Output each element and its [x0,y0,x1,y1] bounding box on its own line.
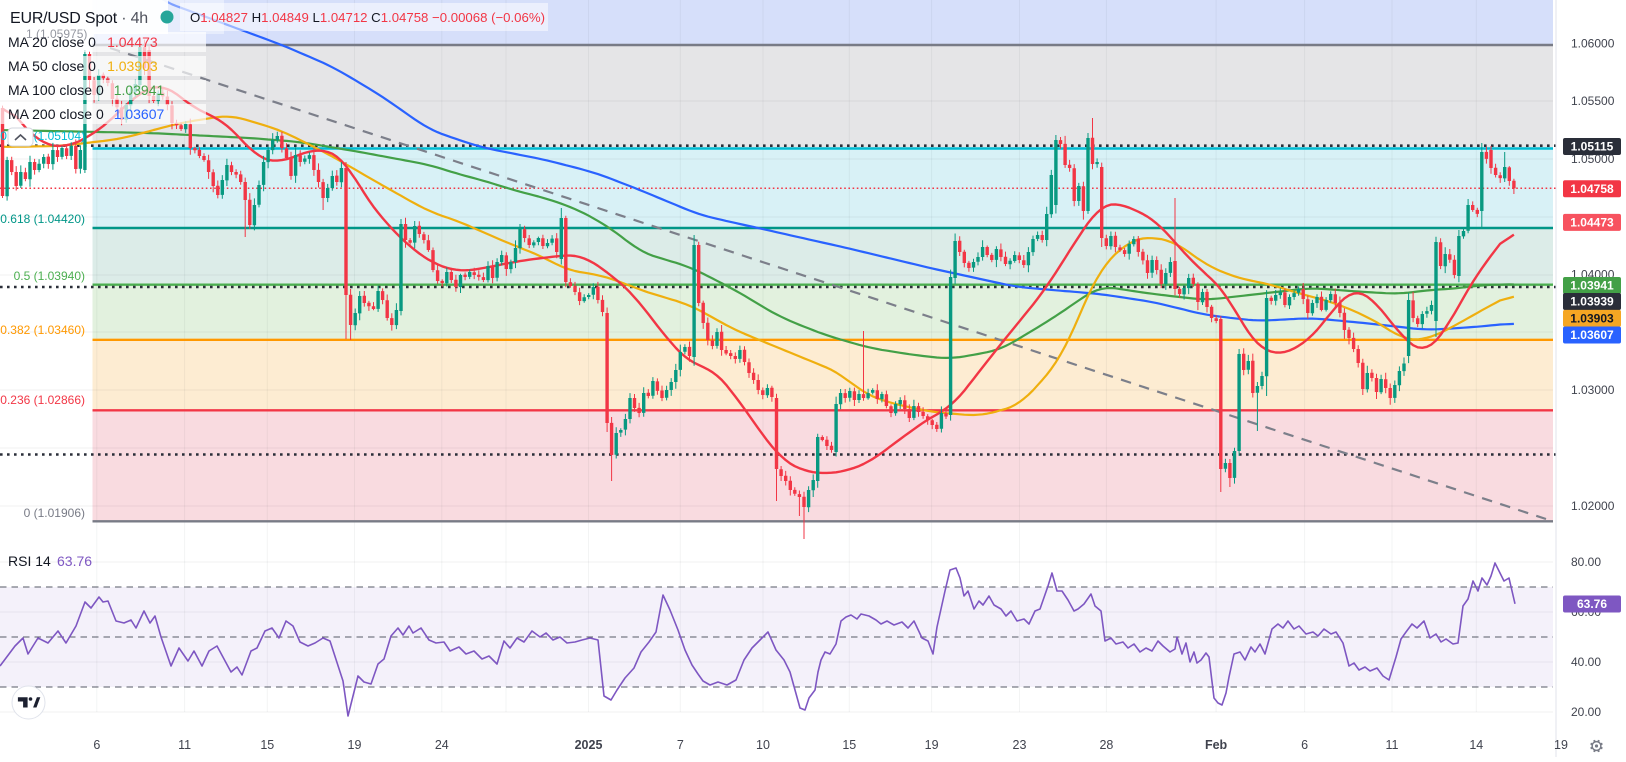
svg-text:0.236 (1.02866): 0.236 (1.02866) [0,393,85,407]
svg-text:0.618 (1.04420): 0.618 (1.04420) [0,212,85,226]
svg-text:1.03607: 1.03607 [1570,328,1614,342]
svg-text:1.04473: 1.04473 [1570,216,1614,230]
svg-text:24: 24 [435,738,449,752]
svg-text:1.03903: 1.03903 [107,58,158,74]
svg-text:1.03903: 1.03903 [1570,312,1614,326]
svg-text:80.00: 80.00 [1571,555,1601,569]
svg-text:15: 15 [260,738,274,752]
svg-text:1.05000: 1.05000 [1571,152,1615,166]
svg-text:1.03939: 1.03939 [1570,295,1614,309]
svg-text:1.04473: 1.04473 [107,34,158,50]
svg-text:1.06000: 1.06000 [1571,37,1615,51]
svg-text:6: 6 [1301,738,1308,752]
svg-text:1.03941: 1.03941 [1570,279,1614,293]
svg-text:1.04758: 1.04758 [1570,182,1614,196]
svg-text:0.382 (1.03460): 0.382 (1.03460) [0,323,85,337]
svg-text:0.5 (1.03940): 0.5 (1.03940) [14,269,85,283]
svg-text:1.05500: 1.05500 [1571,94,1615,108]
svg-text:19: 19 [348,738,362,752]
svg-text:63.76: 63.76 [57,553,92,569]
svg-text:1.03000: 1.03000 [1571,383,1615,397]
svg-text:11: 11 [178,738,191,752]
svg-text:11: 11 [1386,738,1399,752]
svg-text:6: 6 [93,738,100,752]
svg-text:7: 7 [677,738,684,752]
svg-text:1.02000: 1.02000 [1571,499,1615,513]
svg-text:14: 14 [1469,738,1483,752]
svg-text:MA 200 close 0: MA 200 close 0 [8,106,104,122]
svg-text:RSI 14: RSI 14 [8,553,51,569]
svg-text:MA 20 close 0: MA 20 close 0 [8,34,96,50]
svg-text:Feb: Feb [1205,738,1228,752]
svg-text:2025: 2025 [575,738,603,752]
svg-text:1.05115: 1.05115 [1571,140,1614,154]
svg-text:1 (1.05975): 1 (1.05975) [26,27,87,41]
svg-text:15: 15 [842,738,856,752]
svg-text:63.76: 63.76 [1577,597,1607,611]
svg-text:19: 19 [925,738,939,752]
svg-text:0 (1.01906): 0 (1.01906) [24,506,85,520]
svg-text:1.03941: 1.03941 [114,82,165,98]
svg-text:23: 23 [1013,738,1027,752]
svg-text:28: 28 [1099,738,1113,752]
svg-text:MA 100 close 0: MA 100 close 0 [8,82,104,98]
svg-text:EUR/USD Spot · 4h: EUR/USD Spot · 4h [10,10,148,27]
svg-text:1.03607: 1.03607 [114,106,165,122]
svg-text:MA 50 close 0: MA 50 close 0 [8,58,96,74]
svg-text:10: 10 [756,738,770,752]
svg-text:40.00: 40.00 [1571,655,1601,669]
svg-text:19: 19 [1554,738,1568,752]
svg-text:20.00: 20.00 [1571,705,1601,719]
svg-text:O1.04827 H1.04849 L1.04712 C1.: O1.04827 H1.04849 L1.04712 C1.04758 −0.0… [190,10,545,25]
